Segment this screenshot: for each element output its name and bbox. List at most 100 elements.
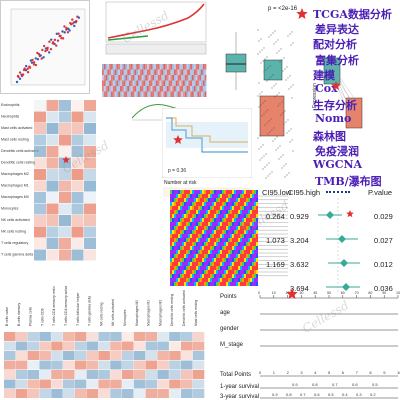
tmb-cell — [172, 258, 174, 262]
strip-cell — [132, 86, 135, 92]
tmb-cell — [218, 246, 220, 250]
strip-cell — [197, 91, 200, 97]
box-jitter — [257, 137, 259, 139]
tmb-cell — [170, 218, 172, 222]
pca-point — [28, 65, 31, 68]
corr-cell — [59, 169, 71, 180]
strip-cell — [112, 91, 115, 97]
strip-cell — [116, 86, 119, 92]
tmb-cell — [222, 254, 224, 258]
tmb-cell — [184, 210, 186, 214]
strip-cell — [121, 64, 124, 70]
pca-point — [46, 46, 49, 50]
nomo-tick-label: 100 — [396, 291, 400, 295]
strip-cell — [168, 75, 171, 81]
immune-cell — [39, 379, 51, 389]
tmb-cell — [212, 242, 214, 246]
nomo-tick-label: 60 — [341, 291, 345, 295]
strip-cell — [192, 75, 194, 81]
immune-cell — [192, 389, 205, 398]
immune-cell — [169, 370, 181, 379]
box-jitter — [292, 42, 294, 44]
tmb-cell — [238, 258, 240, 262]
tmb-cell — [232, 190, 234, 194]
strip-cell — [105, 91, 108, 97]
immune-cell — [39, 341, 51, 351]
expression-boxplot: p = <2e-16 — [248, 0, 312, 186]
tmb-cell — [180, 214, 182, 218]
tmb-cell — [178, 274, 180, 278]
tmb-cell — [220, 190, 222, 194]
strip-cell — [166, 86, 169, 92]
tmb-cell — [194, 258, 196, 262]
strip-cell — [157, 86, 160, 92]
nomo-row-label: 1-year survival — [220, 384, 260, 390]
tmb-cell — [210, 198, 212, 202]
pca-point — [63, 31, 66, 34]
tmb-cell — [202, 190, 204, 194]
strip-cell — [165, 69, 167, 75]
tmb-cell — [254, 274, 256, 278]
corr-cell — [34, 238, 46, 249]
tmb-cell — [214, 190, 216, 194]
corr-cell — [34, 134, 46, 146]
tmb-cell — [236, 242, 238, 246]
tmb-cell — [238, 282, 240, 286]
tmb-cell — [196, 190, 198, 194]
tmb-cell — [174, 202, 176, 206]
strip-cell — [132, 80, 135, 86]
tmb-cell — [256, 194, 258, 198]
pca-point — [26, 71, 30, 74]
box-jitter — [281, 167, 283, 169]
tmb-cell — [214, 274, 216, 278]
tmb-cell — [176, 210, 178, 214]
tmb-cell — [212, 202, 214, 206]
tmb-cell — [226, 238, 228, 242]
corr-cell — [84, 249, 96, 261]
tmb-cell — [198, 246, 200, 250]
tmb-cell — [180, 194, 182, 198]
tmb-cell — [240, 218, 242, 222]
tmb-cell — [192, 210, 194, 214]
tmb-cell — [252, 218, 254, 222]
tmb-cell — [180, 274, 182, 278]
tmb-cell — [216, 262, 218, 266]
tmb-cell — [174, 230, 176, 234]
pca-point — [32, 61, 36, 64]
tmb-cell — [190, 274, 192, 278]
strip-cell — [184, 69, 187, 75]
tmb-cell — [234, 270, 236, 274]
strip-cell — [138, 64, 140, 70]
corr-cell — [46, 146, 59, 157]
tmb-cell — [190, 206, 192, 210]
tmb-cell — [204, 202, 206, 206]
nomo-total-label: 8 — [369, 370, 372, 375]
strip-cell — [139, 75, 142, 81]
tmb-cell — [248, 266, 250, 270]
tmb-cell — [196, 262, 198, 266]
strip-cell — [199, 69, 201, 75]
strip-cell — [156, 80, 158, 86]
tmb-cell — [256, 218, 258, 222]
tmb-cell — [188, 254, 190, 258]
tmb-cell — [214, 214, 216, 218]
tmb-cell — [230, 270, 232, 274]
tmb-cell — [252, 210, 254, 214]
tmb-cell — [198, 270, 200, 274]
strip-cell — [157, 64, 160, 70]
strip-cell — [183, 86, 185, 92]
immune-col-label: Macrophages M2 — [158, 300, 162, 326]
strip-cell — [112, 69, 115, 75]
tmb-cell — [184, 234, 186, 238]
pca-point — [31, 58, 34, 62]
immune-cell — [110, 332, 122, 341]
tmb-cell — [198, 198, 200, 202]
immune-col-label: Dendritic cells activated — [182, 290, 186, 326]
tmb-cell — [222, 258, 224, 262]
box-jitter — [282, 70, 284, 72]
tmb-cell — [234, 246, 236, 250]
tmb-cell — [204, 242, 206, 246]
tmb-cell — [246, 198, 248, 202]
tmb-cell — [190, 242, 192, 246]
tmb-cell — [214, 210, 216, 214]
